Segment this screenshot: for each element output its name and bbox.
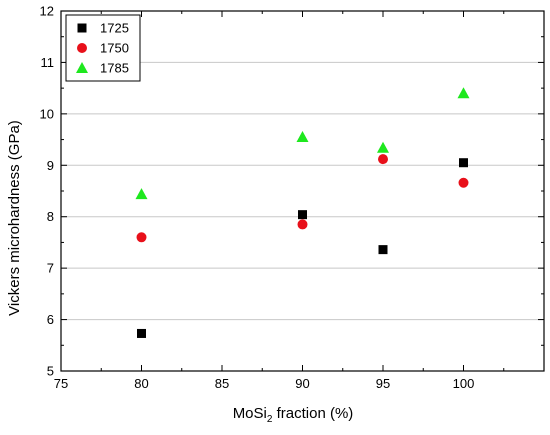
y-tick-label: 5 (47, 364, 54, 379)
point-1725-100 (459, 158, 468, 168)
point-1750-80 (136, 232, 147, 243)
legend-marker-1725 (77, 23, 87, 33)
y-tick-label: 6 (47, 312, 54, 327)
point-1725-80 (137, 328, 146, 338)
data-points (135, 87, 470, 338)
y-tick-label: 11 (41, 55, 55, 70)
x-tick-label: 80 (134, 376, 148, 391)
point-1750-95 (378, 154, 388, 165)
x-tick-label: 95 (376, 376, 390, 391)
legend: 1725 1750 1785 (65, 14, 141, 82)
y-tick-label: 10 (40, 106, 54, 121)
legend-label-1725: 1725 (100, 21, 129, 36)
point-1785-100 (457, 87, 470, 99)
y-axis-title: Vickers microhardness (GPa) (6, 120, 23, 316)
x-tick-label: 75 (54, 376, 68, 391)
y-tick-label: 12 (40, 4, 54, 19)
legend-label-1750: 1750 (100, 41, 129, 56)
x-tick-label: 90 (295, 376, 309, 391)
grid-lines (61, 61, 544, 321)
x-axis-title-subscript: 2 (267, 414, 273, 425)
tick-labels: 5 6 7 8 9 10 11 12 75 80 85 90 95 100 (40, 4, 475, 392)
x-axis-title: MoSi2 fraction (%) (233, 405, 354, 425)
legend-label-1785: 1785 (100, 61, 129, 76)
point-1725-95 (378, 245, 388, 255)
y-tick-label: 9 (47, 158, 54, 173)
x-tick-label: 100 (453, 376, 475, 391)
point-1750-90 (297, 219, 308, 230)
x-axis-title-suffix: fraction (%) (272, 405, 353, 422)
y-tick-label: 7 (47, 261, 54, 276)
x-tick-label: 85 (215, 376, 229, 391)
legend-marker-1785 (76, 62, 88, 73)
y-tick-label: 8 (47, 209, 54, 224)
point-1725-90 (298, 210, 307, 220)
x-axis-title-prefix: MoSi (233, 405, 267, 422)
legend-marker-1750 (77, 43, 87, 53)
axes (60, 10, 545, 372)
point-1785-90 (296, 131, 309, 142)
point-1785-80 (135, 188, 148, 200)
point-1785-95 (377, 141, 389, 153)
point-1750-100 (458, 177, 469, 188)
